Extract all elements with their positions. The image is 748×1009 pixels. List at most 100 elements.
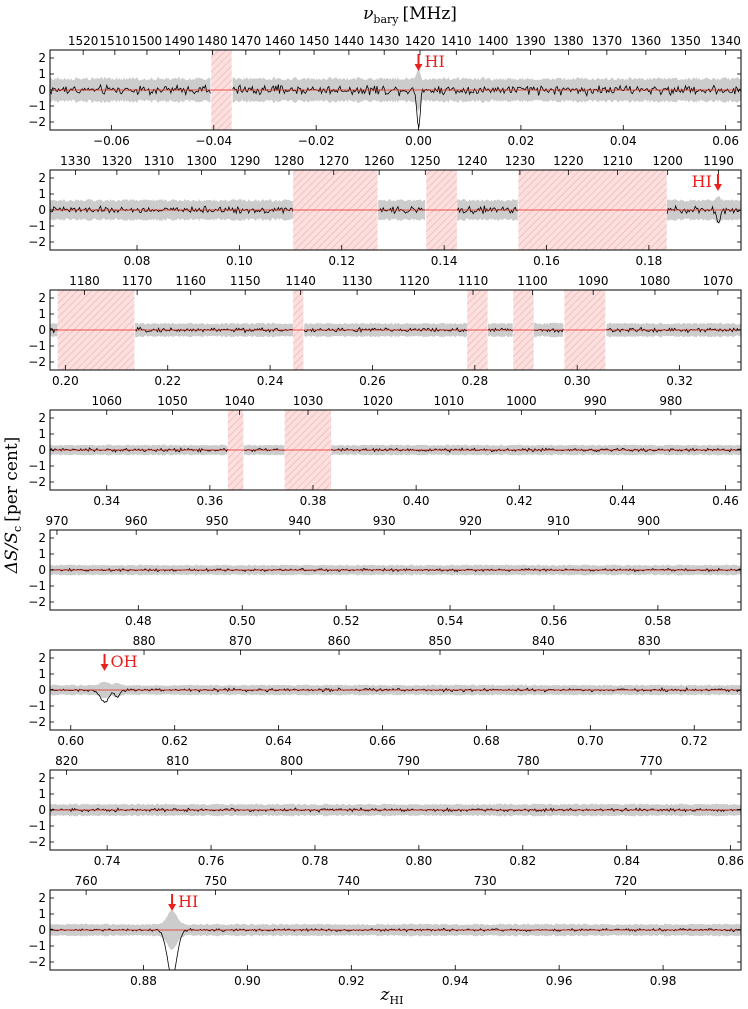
annotation-label: HI — [178, 892, 198, 911]
freq-tick-label: 1210 — [602, 154, 633, 168]
y-tick-label: −1 — [28, 939, 46, 953]
freq-tick-label: 1490 — [164, 34, 195, 48]
y-tick-label: 0 — [38, 803, 46, 817]
freq-tick-label: 760 — [75, 874, 98, 888]
y-tick-label: 0 — [38, 683, 46, 697]
data-trace — [50, 83, 211, 97]
panel-6: −2 −1 0 1 2 0.60 0.62 0.64 0.66 0.68 0.70 0.72 880 87… — [28, 634, 742, 748]
annotation-label: HI — [692, 172, 712, 191]
freq-tick-label: 1470 — [231, 34, 262, 48]
freq-tick-label: 920 — [459, 514, 482, 528]
x-tick-label: 0.84 — [613, 854, 640, 868]
x-tick-label: 0.30 — [564, 374, 591, 388]
freq-tick-label: 930 — [373, 514, 396, 528]
freq-tick-label: 1180 — [69, 274, 100, 288]
x-tick-label: 0.78 — [302, 854, 329, 868]
freq-tick-label: 820 — [55, 754, 78, 768]
freq-tick-label: 1460 — [264, 34, 295, 48]
freq-tick-label: 1300 — [186, 154, 217, 168]
freq-tick-label: 1000 — [506, 394, 537, 408]
y-tick-label: −1 — [28, 99, 46, 113]
y-tick-label: 2 — [38, 171, 46, 185]
freq-tick-label: 720 — [614, 874, 637, 888]
freq-tick-label: 730 — [474, 874, 497, 888]
y-tick-label: 0 — [38, 563, 46, 577]
data-trace — [50, 927, 741, 970]
freq-tick-label: 1120 — [399, 274, 430, 288]
y-tick-label: 2 — [38, 51, 46, 65]
x-tick-label: 0.22 — [154, 374, 181, 388]
y-tick-label: 0 — [38, 83, 46, 97]
freq-tick-label: 1020 — [362, 394, 393, 408]
y-tick-label: −2 — [28, 115, 46, 129]
y-tick-label: −2 — [28, 595, 46, 609]
x-tick-label: 0.58 — [645, 614, 672, 628]
annotation-arrowhead — [168, 904, 177, 911]
y-tick-label: 0 — [38, 443, 46, 457]
freq-tick-label: 1250 — [410, 154, 441, 168]
freq-tick-label: 1500 — [132, 34, 163, 48]
freq-tick-label: 1100 — [517, 274, 548, 288]
freq-tick-label: 1390 — [515, 34, 546, 48]
freq-tick-label: 940 — [288, 514, 311, 528]
freq-tick-label: 1370 — [592, 34, 623, 48]
freq-tick-label: 1230 — [505, 154, 536, 168]
annotation-arrowhead — [414, 64, 423, 71]
x-tick-label: 0.10 — [226, 254, 253, 268]
freq-tick-label: 1130 — [342, 274, 373, 288]
x-tick-label: 0.92 — [338, 974, 365, 988]
freq-tick-label: 1410 — [441, 34, 472, 48]
x-tick-label: 0.90 — [234, 974, 261, 988]
freq-tick-label: 790 — [397, 754, 420, 768]
freq-tick-label: 1070 — [703, 274, 734, 288]
panel-3: −2 −1 0 1 2 0.20 0.22 0.24 0.26 0.28 0.30 0.32 1180 1… — [28, 274, 742, 388]
y-tick-label: 1 — [38, 67, 46, 81]
plot-area — [50, 50, 741, 130]
x-tick-label: 0.82 — [509, 854, 536, 868]
annotation-label: OH — [111, 652, 138, 671]
freq-tick-label: 1520 — [68, 34, 99, 48]
freq-tick-label: 1240 — [457, 154, 488, 168]
freq-tick-label: 1480 — [197, 34, 228, 48]
freq-tick-label: 870 — [229, 634, 252, 648]
freq-tick-label: 910 — [547, 514, 570, 528]
freq-tick-label: 1320 — [102, 154, 133, 168]
x-tick-label: 0.04 — [610, 134, 637, 148]
x-tick-label: 0.96 — [546, 974, 573, 988]
x-tick-label: 0.46 — [712, 494, 739, 508]
freq-tick-label: 1400 — [478, 34, 509, 48]
y-axis-title: ΔS/Sc[per cent] — [2, 437, 24, 575]
x-tick-label: 0.88 — [130, 974, 157, 988]
x-tick-label: 0.86 — [717, 854, 744, 868]
x-tick-label: 0.00 — [405, 134, 432, 148]
freq-tick-label: 770 — [640, 754, 663, 768]
freq-tick-label: 1190 — [703, 154, 734, 168]
freq-tick-label: 840 — [532, 634, 555, 648]
x-tick-label: 0.28 — [461, 374, 488, 388]
freq-tick-label: 780 — [517, 754, 540, 768]
freq-tick-label: 1350 — [670, 34, 701, 48]
x-tick-label: 0.06 — [712, 134, 739, 148]
top-axis-title: νbary [MHz] — [363, 4, 457, 26]
freq-tick-label: 1200 — [652, 154, 683, 168]
y-tick-label: 2 — [38, 411, 46, 425]
freq-tick-label: 1260 — [364, 154, 395, 168]
freq-tick-label: 1040 — [224, 394, 255, 408]
bottom-axis-title: zHI — [380, 985, 404, 1007]
x-tick-label: 0.64 — [265, 734, 292, 748]
panel-8: −2 −1 0 1 2 0.88 0.90 0.92 0.94 0.96 0.98 760 750 740… — [28, 874, 742, 988]
freq-tick-label: 1310 — [144, 154, 175, 168]
x-tick-label: 0.52 — [333, 614, 360, 628]
plot-area — [50, 803, 741, 817]
y-tick-label: −2 — [28, 715, 46, 729]
y-tick-label: −1 — [28, 579, 46, 593]
x-tick-label: 0.94 — [442, 974, 469, 988]
plot-area — [50, 170, 741, 250]
y-tick-label: 0 — [38, 923, 46, 937]
freq-tick-label: 1010 — [434, 394, 465, 408]
y-tick-label: 2 — [38, 291, 46, 305]
x-tick-label: 0.24 — [257, 374, 284, 388]
freq-tick-label: 750 — [204, 874, 227, 888]
panel-1: −2 −1 0 1 2 −0.06 −0.04 −0.02 0.00 0.02 0.04 0.06 15… — [28, 34, 742, 148]
y-tick-label: −1 — [28, 819, 46, 833]
